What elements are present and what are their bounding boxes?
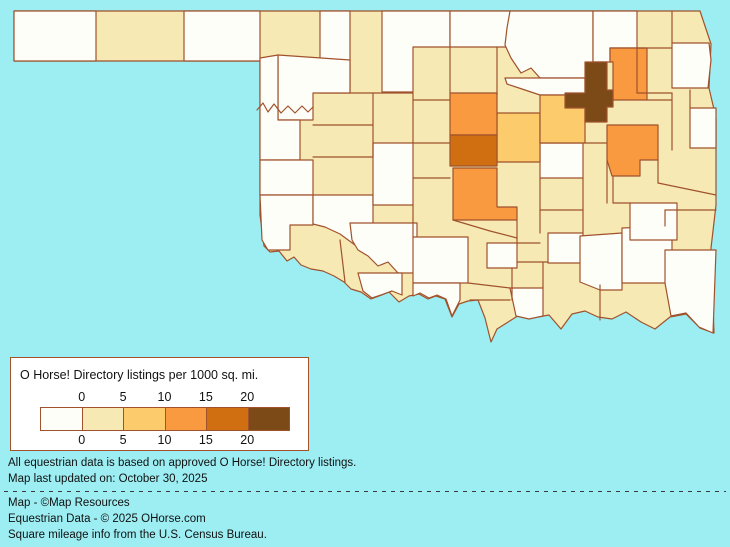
map-credit-text: Map - ©Map Resources — [8, 497, 130, 509]
county-region — [449, 92, 498, 136]
legend-ticks-bottom: 0 5 10 15 20 — [61, 433, 268, 447]
last-updated-text: Map last updated on: October 30, 2025 — [8, 473, 208, 485]
county-region — [504, 10, 594, 79]
county-region — [564, 61, 614, 123]
county-region — [606, 124, 659, 177]
data-disclaimer-text: All equestrian data is based on approved… — [8, 457, 357, 469]
legend-swatch-2 — [82, 408, 124, 430]
county-border-line — [452, 219, 518, 239]
county-region — [449, 10, 511, 48]
county-region — [13, 10, 97, 62]
legend-tick-label: 5 — [119, 433, 127, 447]
dashed-separator — [4, 491, 726, 492]
legend: O Horse! Directory listings per 1000 sq.… — [10, 357, 309, 451]
legend-color-ramp — [40, 407, 290, 431]
county-region — [579, 232, 623, 291]
county-region — [509, 287, 544, 320]
county-region — [449, 134, 498, 167]
equestrian-data-credit-text: Equestrian Data - © 2025 OHorse.com — [8, 513, 206, 525]
legend-swatch-3 — [124, 408, 166, 430]
legend-swatch-4 — [165, 408, 207, 430]
legend-swatch-1 — [41, 408, 83, 430]
county-region — [412, 236, 469, 284]
legend-tick-label: 20 — [240, 390, 255, 404]
county-region — [372, 142, 414, 206]
county-region — [357, 272, 403, 299]
county-border-line — [256, 102, 314, 114]
county-region — [486, 242, 518, 269]
legend-tick-label: 15 — [198, 433, 213, 447]
county-region — [671, 42, 712, 89]
legend-title: O Horse! Directory listings per 1000 sq.… — [20, 368, 259, 382]
county-region — [496, 112, 541, 163]
county-border-line — [657, 182, 717, 196]
county-region — [664, 249, 717, 334]
legend-tick-label: 5 — [119, 390, 127, 404]
legend-swatch-5 — [207, 408, 249, 430]
county-region — [609, 47, 648, 101]
legend-tick-label: 20 — [240, 433, 255, 447]
census-credit-text: Square mileage info from the U.S. Census… — [8, 529, 267, 541]
county-region — [183, 10, 261, 62]
county-region — [412, 282, 461, 317]
county-region — [539, 142, 584, 179]
county-border-line — [339, 239, 346, 283]
county-region — [547, 232, 584, 264]
county-region — [629, 202, 678, 241]
county-region — [259, 159, 314, 196]
legend-ticks-top: 0 5 10 15 20 — [61, 390, 268, 404]
legend-tick-label: 15 — [198, 390, 213, 404]
legend-tick-label: 10 — [157, 390, 172, 404]
legend-tick-label: 0 — [78, 433, 86, 447]
county-region — [689, 107, 717, 149]
legend-tick-label: 0 — [78, 390, 86, 404]
legend-tick-label: 10 — [157, 433, 172, 447]
legend-swatch-6 — [248, 408, 289, 430]
county-border-line — [467, 282, 511, 289]
